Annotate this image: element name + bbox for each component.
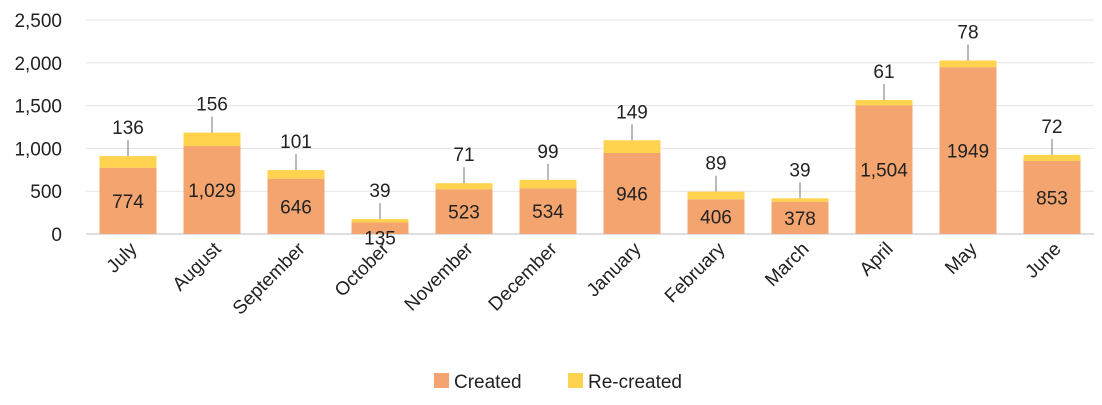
bar-created [939, 67, 997, 234]
bar-created [1023, 160, 1081, 234]
x-tick-label: December [485, 238, 562, 315]
bar-created [855, 105, 913, 234]
bar-created [435, 189, 493, 234]
data-label-created: 1,029 [188, 181, 236, 202]
legend-swatch [568, 373, 583, 388]
bar-recreated [267, 170, 325, 179]
data-label-created: 1,504 [860, 161, 908, 182]
y-tick-label: 500 [30, 182, 62, 203]
data-label-created: 534 [532, 202, 564, 223]
x-tick-label: June [1022, 239, 1066, 283]
bar-created [267, 178, 325, 234]
x-tick-label: September [229, 238, 310, 319]
x-tick-label: August [169, 238, 226, 295]
bar-recreated [519, 179, 577, 189]
data-label-created: 406 [700, 208, 732, 229]
data-label-recreated: 72 [1041, 117, 1062, 138]
bar-created [603, 153, 661, 234]
bar-recreated [99, 156, 157, 168]
bar-recreated [939, 60, 997, 68]
data-label-recreated: 39 [369, 181, 390, 202]
bar-recreated [603, 140, 661, 154]
x-tick-label: May [941, 238, 982, 279]
bar-created [519, 188, 577, 234]
legend-label: Re-created [588, 372, 682, 393]
data-label-created: 1949 [947, 142, 989, 163]
x-tick-label: February [661, 238, 730, 307]
y-tick-label: 2,000 [14, 54, 62, 75]
x-tick-label: November [401, 238, 478, 315]
bar-recreated [1023, 154, 1081, 161]
data-label-recreated: 136 [112, 118, 144, 139]
y-tick-label: 2,500 [14, 11, 62, 32]
y-tick-label: 1,500 [14, 97, 62, 118]
data-label-created: 646 [280, 197, 312, 218]
legend-swatch [434, 373, 449, 388]
data-label-recreated: 71 [453, 145, 474, 166]
data-label-recreated: 61 [873, 62, 894, 83]
data-label-created: 523 [448, 203, 480, 224]
data-label-recreated: 89 [705, 154, 726, 175]
bar-recreated [855, 100, 913, 106]
data-label-recreated: 156 [196, 95, 228, 116]
bar-created [351, 222, 409, 234]
data-label-recreated: 101 [280, 132, 312, 153]
bar-recreated [771, 198, 829, 202]
data-label-created: 774 [112, 192, 144, 213]
data-label-recreated: 39 [789, 160, 810, 181]
data-label-created: 135 [364, 228, 396, 249]
x-tick-label: October [331, 238, 394, 301]
data-label-created: 946 [616, 185, 648, 206]
data-label-created: 853 [1036, 188, 1068, 209]
x-tick-label: January [583, 238, 646, 301]
bar-created [99, 167, 157, 234]
bar-recreated [183, 132, 241, 146]
x-tick-label: July [103, 238, 142, 277]
x-tick-label: April [856, 239, 898, 281]
bar-created [687, 199, 745, 234]
bar-recreated [687, 191, 745, 200]
data-label-recreated: 78 [957, 22, 978, 43]
data-label-recreated: 149 [616, 102, 648, 123]
bar-recreated [351, 219, 409, 223]
data-label-recreated: 99 [537, 142, 558, 163]
y-tick-label: 1,000 [14, 139, 62, 160]
bar-created [183, 145, 241, 234]
data-label-created: 378 [784, 209, 816, 230]
bar-recreated [435, 183, 493, 190]
bar-created [771, 201, 829, 234]
legend-label: Created [454, 372, 522, 393]
y-tick-label: 0 [51, 225, 62, 246]
x-tick-label: March [761, 239, 813, 291]
